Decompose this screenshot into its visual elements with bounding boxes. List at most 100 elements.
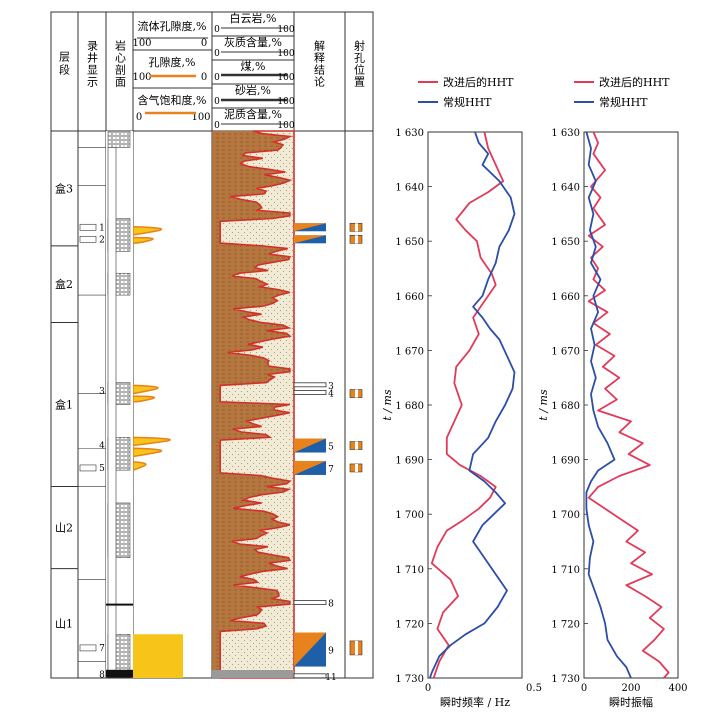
series-line-improved-hht [587, 131, 670, 679]
x-tick-label: 0 [425, 683, 431, 694]
perforation-core [355, 441, 358, 450]
porosity-curves [132, 225, 183, 678]
gas-saturation-fill [132, 225, 163, 236]
interpretation-triangle [294, 632, 326, 667]
perforation-core [355, 389, 358, 398]
legend-label: 常规HHT [443, 95, 492, 109]
svg-text:100: 100 [277, 25, 294, 35]
log-display-numbers: 1 2 3 4 5 7 8 [79, 223, 105, 681]
gas-saturation-fill [132, 461, 147, 472]
core-strip [107, 147, 117, 679]
legend-label: 改进后的HHT [599, 75, 670, 89]
header-porosity: 孔隙度,% [149, 55, 196, 69]
log-display-number: 2 [99, 235, 105, 245]
series-line-standard-hht [429, 131, 516, 679]
gas-saturation-fill [133, 634, 183, 678]
x-axis-label: 瞬时振幅 [609, 695, 653, 709]
perforation-marks [349, 222, 363, 656]
y-tick-label: 1 710 [395, 565, 424, 576]
log-display-number: 7 [99, 644, 105, 654]
header-core: 岩心剖面 [114, 39, 127, 88]
layer-boundaries: 盒3 盒2 盒1 山2 山1 [51, 147, 106, 662]
y-tick-label: 1 640 [395, 183, 424, 194]
x-tick-label: 200 [621, 683, 640, 694]
y-tick-label: 1 630 [395, 128, 424, 139]
gas-saturation-fill [132, 447, 163, 458]
y-tick-label: 1 690 [551, 456, 580, 467]
y-tick-label: 1 650 [395, 237, 424, 248]
log-display-number: 8 [99, 671, 105, 681]
amplitude-chart: 1 630 1 640 1 650 1 660 1 670 1 680 1 690 1 700… [537, 75, 688, 709]
interpretation-number: 9 [328, 647, 334, 657]
gas-saturation-max: 100 [191, 112, 210, 123]
header-scale-lines [137, 27, 287, 125]
interpretation-triangle [294, 223, 326, 232]
lithology-scale-numbers: 0 100 0 100 0 100 0 100 0 100 [214, 25, 295, 131]
log-display-number: 5 [99, 464, 105, 474]
gas-saturation-fill [132, 236, 154, 244]
header-dolomite: 白云岩,% [230, 11, 277, 25]
coal-band [106, 603, 133, 606]
header-layer: 层段 [58, 51, 71, 77]
interpretation-number: 8 [328, 600, 334, 610]
y-tick-label: 1 660 [551, 292, 580, 303]
svg-text:100: 100 [277, 49, 294, 59]
y-tick-label: 1 640 [551, 183, 580, 194]
fluid-porosity-min: 100 [132, 38, 151, 49]
header-gas-saturation: 含气饱和度,% [138, 93, 207, 107]
svg-text:100: 100 [277, 97, 294, 107]
log-display-symbol [79, 236, 97, 243]
svg-text:0: 0 [214, 97, 220, 107]
series-line-standard-hht [585, 131, 632, 679]
lithology-bottom-gray [212, 670, 294, 678]
interpretation-triangle [294, 438, 326, 453]
layer-label: 盒3 [55, 181, 73, 195]
y-tick-label: 1 690 [395, 456, 424, 467]
interpretation-band [293, 673, 327, 679]
interpretation-marks: 34 5 7 8 9 11 [293, 223, 337, 683]
y-tick-label: 1 670 [551, 346, 580, 357]
log-display-number: 4 [99, 442, 105, 452]
interpretation-band [293, 600, 327, 605]
gas-saturation-fill [132, 384, 159, 395]
fluid-porosity-max: 0 [201, 38, 207, 49]
y-tick-label: 1 720 [551, 619, 580, 630]
header-log-display: 录井显示 [86, 40, 99, 88]
interpretation-triangle [294, 235, 326, 244]
y-tick-label: 1 730 [395, 674, 424, 685]
svg-text:100: 100 [277, 121, 294, 131]
log-display-symbol [79, 464, 97, 472]
y-tick-label: 1 680 [395, 401, 424, 412]
layer-label: 山2 [55, 522, 73, 535]
svg-text:0: 0 [214, 73, 220, 83]
perforation-core [355, 235, 358, 244]
lithology-sandstone-fill [219, 130, 295, 679]
sandstone-profile [219, 130, 295, 679]
layer-label: 盒2 [55, 277, 73, 291]
header-sandstone: 砂岩,% [235, 83, 271, 97]
y-axis-label: t / ms [537, 389, 550, 421]
y-tick-label: 1 680 [551, 401, 580, 412]
y-tick-label: 1 700 [395, 510, 424, 521]
perforation-core [355, 640, 358, 655]
y-tick-label: 1 670 [395, 346, 424, 357]
y-tick-label: 1 710 [551, 565, 580, 576]
interpretation-triangle [294, 460, 326, 475]
interpretation-number: 4 [328, 389, 334, 399]
interpretation-band [293, 390, 327, 395]
well-log-panel: 层段 录井显示 岩心剖面 流体孔隙度,% 100 0 孔隙度,% 100 0 含… [50, 11, 374, 683]
y-tick-label: 1 730 [551, 674, 580, 685]
y-tick-label: 1 720 [395, 619, 424, 630]
log-display-number: 3 [99, 387, 105, 397]
x-axis-label: 瞬时频率 / Hz [440, 695, 510, 709]
interpretation-number: 5 [328, 443, 334, 453]
plot-frame [427, 131, 523, 679]
interpretation-number: 11 [325, 673, 336, 683]
header-interpretation: 解释结论 [313, 39, 326, 88]
frequency-chart: 1 630 1 640 1 650 1 660 1 670 1 680 1 690 1 700… [381, 75, 542, 709]
coal-band [106, 669, 133, 678]
y-tick-label: 1 700 [551, 510, 580, 521]
gas-saturation-fill [132, 395, 156, 403]
gas-saturation-min: 0 [136, 112, 142, 123]
